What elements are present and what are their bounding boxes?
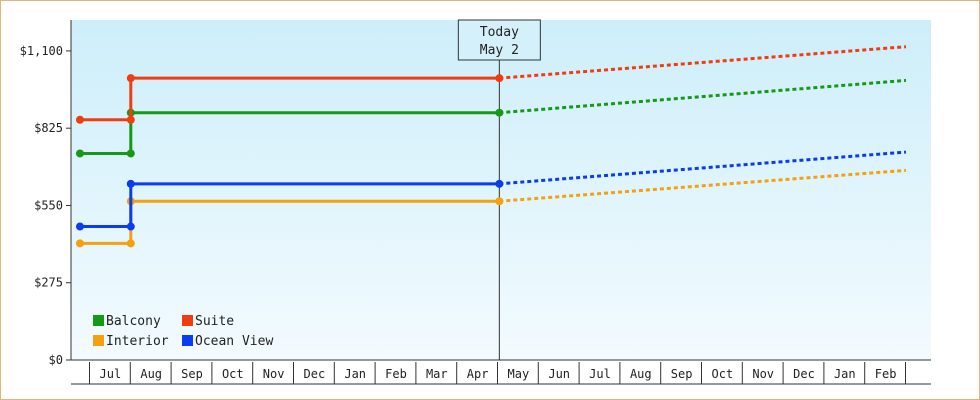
x-tick-label: Jul (589, 367, 611, 381)
series-projection-interior (499, 168, 907, 203)
y-tick-label: $550 (34, 198, 63, 212)
data-point-interior[interactable] (75, 239, 84, 248)
x-tick-label: May (508, 367, 530, 381)
x-tick-label: Dec (304, 367, 326, 381)
legend-swatch-interior (93, 335, 104, 346)
y-tick-label: $1,100 (20, 44, 63, 58)
x-tick-label: Mar (426, 367, 448, 381)
series-line-suite (79, 76, 500, 122)
x-tick-label: Oct (712, 367, 734, 381)
legend-label-suite: Suite (195, 314, 234, 329)
data-point-suite[interactable] (126, 74, 135, 83)
data-point-suite[interactable] (126, 115, 135, 124)
x-tick-label: Jan (344, 367, 366, 381)
data-point-suite[interactable] (75, 115, 84, 124)
today-label: Today (480, 25, 519, 40)
data-point-ocean-view[interactable] (126, 222, 135, 231)
x-tick-label: Apr (467, 367, 489, 381)
series-projection-suite (499, 45, 907, 80)
data-point-interior[interactable] (126, 239, 135, 248)
legend-swatch-suite (182, 315, 193, 326)
legend-label-balcony: Balcony (106, 314, 161, 329)
x-tick-label: Sep (181, 367, 203, 381)
x-tick-label: Oct (222, 367, 244, 381)
x-tick-label: Dec (793, 367, 815, 381)
x-tick-label: Nov (752, 367, 774, 381)
data-point-ocean-view[interactable] (495, 179, 504, 188)
x-tick-label: Feb (875, 367, 897, 381)
series-projection-ocean-view (499, 150, 907, 186)
data-point-balcony[interactable] (75, 149, 84, 158)
today-callout (457, 19, 541, 61)
x-tick-label: Nov (263, 367, 285, 381)
y-tick-label: $825 (34, 121, 63, 135)
data-point-suite[interactable] (495, 74, 504, 83)
y-tick-label: $275 (34, 276, 63, 290)
data-point-balcony[interactable] (495, 108, 504, 117)
x-tick-label: Aug (140, 367, 162, 381)
legend-swatch-balcony (93, 315, 104, 326)
legend-label-interior: Interior (106, 334, 169, 349)
x-tick-label: Jan (834, 367, 856, 381)
x-tick-label: Sep (671, 367, 693, 381)
series-line-ocean-view (79, 182, 500, 229)
legend-swatch-ocean-view (182, 335, 193, 346)
data-point-balcony[interactable] (126, 149, 135, 158)
today-date-label: May 2 (480, 43, 519, 58)
data-point-interior[interactable] (495, 197, 504, 206)
data-point-ocean-view[interactable] (126, 179, 135, 188)
x-tick-label: Aug (630, 367, 652, 381)
x-tick-label: Jun (548, 367, 570, 381)
plot-background (71, 20, 931, 360)
series-projection-balcony (499, 78, 907, 115)
y-tick-label: $0 (49, 353, 63, 367)
x-tick-label: Feb (385, 367, 407, 381)
legend-label-ocean-view: Ocean View (195, 334, 273, 349)
x-tick-label: Jul (100, 367, 122, 381)
data-point-ocean-view[interactable] (75, 222, 84, 231)
series-line-balcony (79, 111, 500, 155)
